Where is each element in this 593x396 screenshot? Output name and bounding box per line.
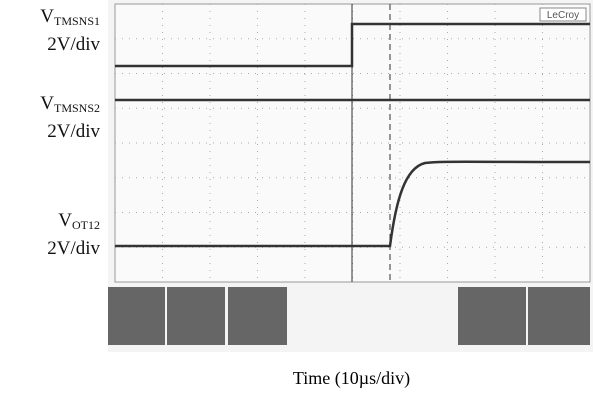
symbol: V — [58, 210, 72, 231]
subscript: TMSNS1 — [54, 14, 100, 28]
subscript: TMSNS2 — [54, 101, 100, 115]
subscript: OT12 — [72, 218, 100, 232]
scope-screen: LeCroy — [0, 0, 593, 396]
channel-label: VTMSNS1 — [0, 6, 100, 29]
channel-label: VOT12 — [0, 210, 100, 233]
channel-scale: 2V/div — [0, 34, 100, 56]
channel-scale: 2V/div — [0, 238, 100, 260]
symbol: V — [40, 93, 54, 114]
time-label: Time (10µs/div) — [0, 368, 593, 389]
channel-scale: 2V/div — [0, 121, 100, 143]
symbol: V — [40, 6, 54, 27]
logo: LeCroy — [547, 10, 579, 21]
channel-label: VTMSNS2 — [0, 93, 100, 116]
figure: LeCroy VTMSNS1 2V/div VTMSNS2 2V/div VOT… — [0, 0, 593, 396]
